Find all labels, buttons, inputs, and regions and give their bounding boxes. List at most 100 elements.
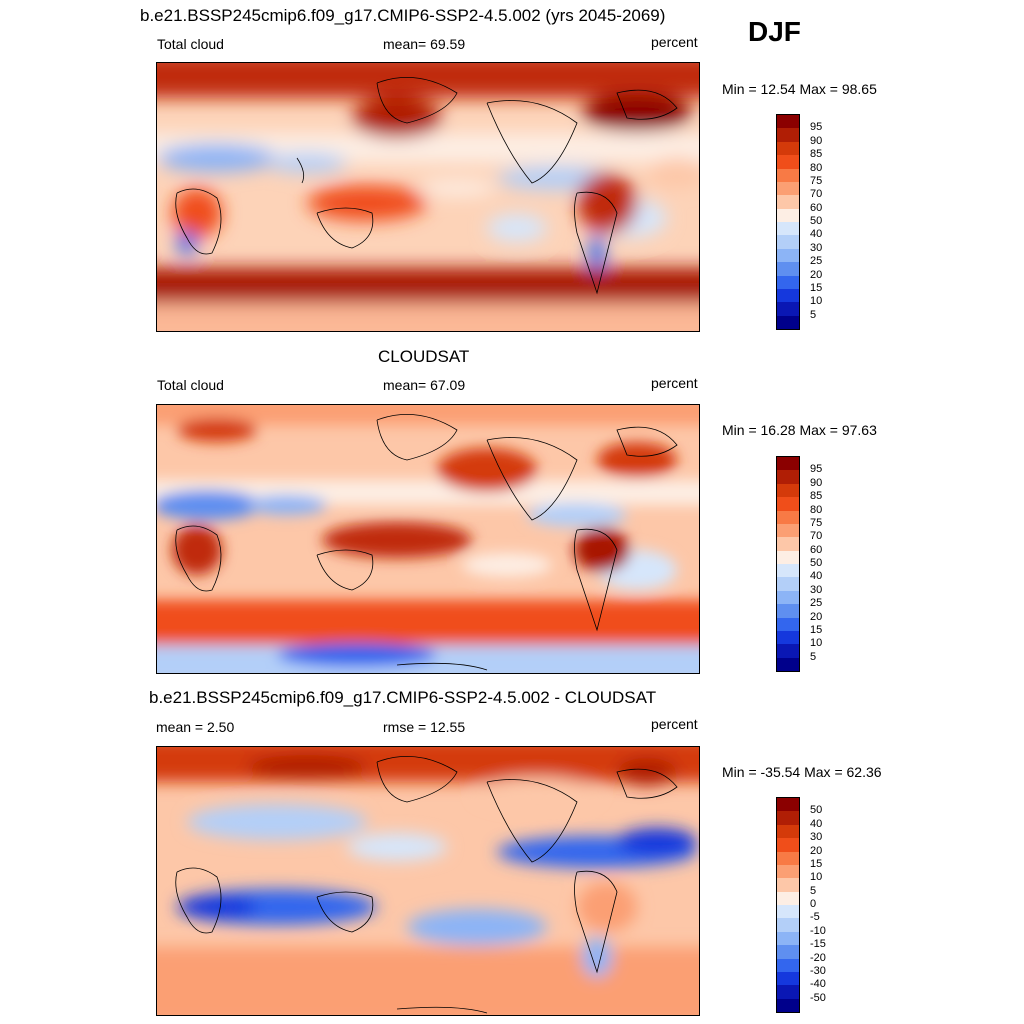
season-label: DJF	[748, 16, 801, 47]
colorbar-swatch	[777, 483, 799, 498]
colorbar-swatch	[777, 998, 799, 1012]
colorbar-tick-label: -30	[810, 964, 826, 977]
colorbar-tick-label: 15	[810, 857, 823, 870]
colorbar-tick-label: 10	[810, 871, 823, 884]
colorbar-swatch	[777, 945, 799, 959]
panel-1-title: b.e21.BSSP245cmip6.f09_g17.CMIP6-SSP2-4.…	[140, 6, 666, 25]
panel-1-variable-label: Total cloud	[157, 36, 224, 52]
colorbar-swatch	[777, 288, 799, 303]
colorbar-tick-label: 40	[810, 817, 823, 830]
colorbar-swatch	[777, 128, 799, 142]
panel-1-units-label: percent	[651, 34, 698, 50]
colorbar-tick-label: 10	[810, 295, 823, 308]
panel-2-title: CLOUDSAT	[378, 347, 470, 366]
colorbar-swatch	[777, 155, 799, 169]
colorbar-swatch	[777, 811, 799, 825]
panel-1-minmax-label: Min = 12.54 Max = 98.65	[722, 81, 877, 97]
colorbar-tick-label: 5	[810, 308, 817, 321]
colorbar-tick-label: 15	[810, 623, 823, 636]
colorbar-swatch	[777, 604, 799, 618]
colorbar-swatch	[777, 971, 799, 986]
colorbar-swatch	[777, 523, 799, 538]
colorbar-swatch	[777, 222, 799, 236]
colorbar-tick-label: 5	[810, 650, 817, 663]
colorbar-swatch	[777, 275, 799, 289]
colorbar-swatch	[777, 248, 799, 263]
colorbar-swatch	[777, 630, 799, 645]
colorbar-tick-label: -50	[810, 991, 826, 1004]
colorbar-swatch	[777, 208, 799, 222]
colorbar-swatch	[777, 864, 799, 879]
colorbar-tick-label: -10	[810, 924, 826, 937]
colorbar-tick-label: -15	[810, 938, 826, 951]
colorbar-swatch	[777, 510, 799, 524]
colorbar-tick-label: 60	[810, 201, 823, 214]
colorbar-swatch	[777, 985, 799, 999]
panel-2-map	[156, 404, 700, 674]
colorbar-tick-label: 90	[810, 134, 823, 147]
colorbar-swatch	[777, 470, 799, 484]
colorbar-swatch	[777, 457, 799, 471]
colorbar-tick-label: 20	[810, 268, 823, 281]
colorbar-tick-label: 80	[810, 161, 823, 174]
colorbar-swatch	[777, 657, 799, 671]
colorbar-swatch	[777, 931, 799, 946]
colorbar-tick-label: 85	[810, 490, 823, 503]
panel-2-units-label: percent	[651, 375, 698, 391]
colorbar-swatch	[777, 141, 799, 156]
colorbar-tick-label: 30	[810, 241, 823, 254]
colorbar-tick-label: 50	[810, 557, 823, 569]
colorbar-tick-label: 40	[810, 570, 823, 583]
colorbar-tick-label: 30	[810, 831, 823, 844]
colorbar-swatch	[777, 181, 799, 196]
colorbar-swatch	[777, 577, 799, 591]
colorbar-tick-label: 75	[810, 174, 823, 187]
colorbar-swatch	[777, 851, 799, 865]
panel-3-mean-label: mean = 2.50	[156, 719, 235, 735]
panel-3-units-label: percent	[651, 716, 698, 732]
panel-2-variable-label: Total cloud	[157, 377, 224, 393]
colorbar-tick-label: 50	[810, 215, 823, 227]
colorbar-tick-label: 75	[810, 516, 823, 529]
colorbar-tick-label: 25	[810, 255, 823, 268]
colorbar-tick-label: 95	[810, 463, 823, 476]
panel-2-colorbar	[776, 456, 800, 672]
colorbar-swatch	[777, 235, 799, 249]
colorbar-tick-label: 95	[810, 121, 823, 134]
colorbar-tick-label: 30	[810, 583, 823, 596]
colorbar-swatch	[777, 958, 799, 972]
colorbar-swatch	[777, 315, 799, 329]
colorbar-swatch	[777, 918, 799, 932]
colorbar-tick-label: 10	[810, 637, 823, 650]
colorbar-swatch	[777, 564, 799, 578]
colorbar-swatch	[777, 838, 799, 852]
colorbar-swatch	[777, 550, 799, 564]
panel-1-colorbar	[776, 114, 800, 330]
colorbar-swatch	[777, 617, 799, 631]
panel-3-title: b.e21.BSSP245cmip6.f09_g17.CMIP6-SSP2-4.…	[149, 688, 657, 707]
colorbar-tick-label: -40	[810, 978, 826, 991]
colorbar-swatch	[777, 878, 799, 892]
colorbar-tick-label: 60	[810, 543, 823, 556]
colorbar-tick-label: 0	[810, 898, 817, 910]
colorbar-tick-label: 70	[810, 188, 823, 201]
colorbar-swatch	[777, 168, 799, 182]
colorbar-tick-label: 85	[810, 148, 823, 161]
colorbar-swatch	[777, 905, 799, 919]
colorbar-swatch	[777, 115, 799, 129]
colorbar-swatch	[777, 798, 799, 812]
panel-1-mean-label: mean= 69.59	[383, 36, 466, 52]
panel-3-minmax-label: Min = -35.54 Max = 62.36	[722, 764, 882, 780]
colorbar-swatch	[777, 590, 799, 605]
colorbar-swatch	[777, 824, 799, 839]
colorbar-swatch	[777, 262, 799, 276]
colorbar-tick-label: 90	[810, 476, 823, 489]
colorbar-swatch	[777, 302, 799, 316]
colorbar-tick-label: -20	[810, 951, 826, 964]
colorbar-tick-label: -5	[810, 911, 820, 924]
colorbar-swatch	[777, 537, 799, 551]
colorbar-tick-label: 15	[810, 281, 823, 294]
panel-3-rmse-label: rmse = 12.55	[383, 719, 466, 735]
colorbar-swatch	[777, 497, 799, 511]
colorbar-tick-label: 80	[810, 503, 823, 516]
